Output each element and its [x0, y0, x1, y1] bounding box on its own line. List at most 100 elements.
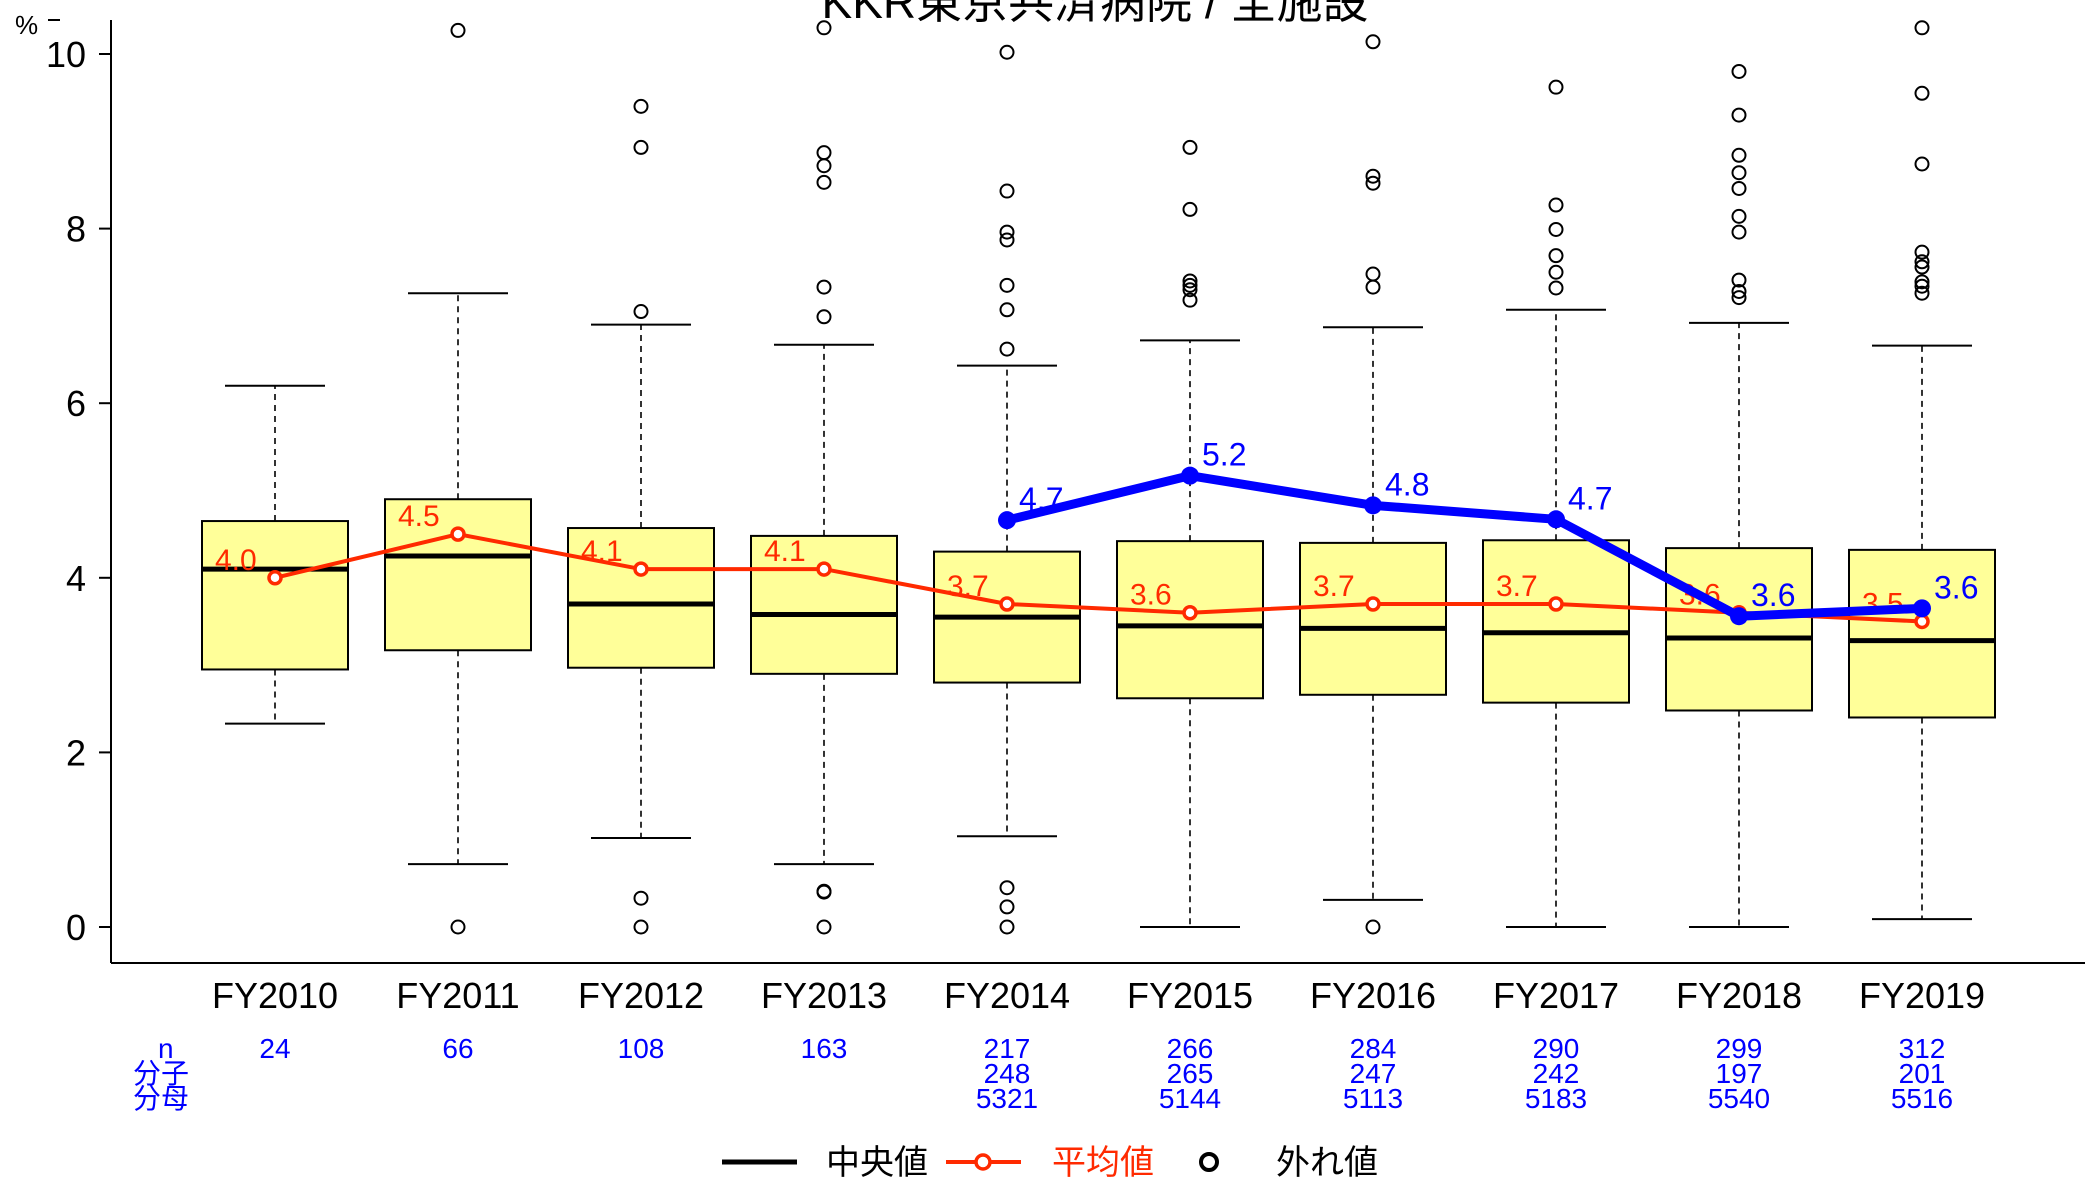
x-tick-label: FY2012 [578, 975, 704, 1016]
table-cell-denominator: 5321 [976, 1083, 1038, 1114]
outlier-point [1731, 272, 1747, 288]
outlier-point [1365, 279, 1381, 295]
box-fy2014 [933, 44, 1081, 935]
box-fy2019 [1848, 20, 1996, 921]
outlier-point [1914, 259, 1930, 275]
mean-data-label: 4.0 [215, 544, 257, 577]
outlier-point [1548, 264, 1564, 280]
box-body [1665, 547, 1813, 712]
legend-item-mean: 平均値 [946, 1144, 1154, 1181]
mean-point [1182, 604, 1198, 621]
table-cell-numerator: 197 [1716, 1058, 1763, 1089]
box-body [567, 527, 715, 669]
outlier-point [1731, 224, 1747, 240]
table-cell-n: 108 [618, 1033, 665, 1064]
y-tick-label: 10 [46, 34, 86, 75]
table-cell-n: 284 [1350, 1033, 1397, 1064]
table-row-label-denominator: 分母 [133, 1083, 189, 1114]
box-series [201, 20, 1996, 935]
axes: % 0 2 4 6 8 10 FY2010 FY2011 FY2012 FY2013 FY2014 FY… [15, 10, 2085, 1016]
outlier-point [816, 919, 832, 935]
legend-median-label: 中央値 [826, 1144, 928, 1181]
outlier-point [1365, 34, 1381, 50]
box-fy2015 [1116, 139, 1264, 928]
outlier-point [999, 341, 1015, 357]
table-row-label-n: n [158, 1033, 174, 1064]
mean-data-label: 4.1 [581, 535, 623, 568]
mean-data-label: 3.7 [1313, 570, 1355, 603]
table-cell-denominator: 5113 [1343, 1083, 1403, 1114]
series-hospital: 4.7 5.2 4.8 4.7 3.6 3.6 [998, 437, 1978, 626]
y-tick-label: 6 [66, 383, 86, 424]
mean-data-label: 3.6 [1130, 579, 1172, 612]
legend-outlier-marker [1199, 1152, 1219, 1172]
outlier-point [1731, 165, 1747, 181]
outlier-point [450, 22, 466, 38]
outlier-point [1365, 168, 1381, 184]
box-body [1299, 541, 1447, 696]
outlier-point [1914, 285, 1930, 301]
legend-item-median: 中央値 [722, 1144, 928, 1181]
outlier-point [1365, 266, 1381, 282]
y-tick-label: 0 [66, 907, 86, 948]
outlier-point [999, 919, 1015, 935]
mean-line [274, 532, 1923, 624]
outlier-point [1731, 107, 1747, 123]
outlier-point [816, 158, 832, 174]
outlier-point [1731, 208, 1747, 224]
outlier-point [1914, 244, 1930, 260]
outlier-point [999, 232, 1015, 248]
outlier-point [1548, 197, 1564, 213]
hospital-data-label: 5.2 [1202, 437, 1246, 473]
outlier-point [1914, 278, 1930, 294]
y-tick-label: 8 [66, 209, 86, 250]
outlier-point [999, 302, 1015, 318]
x-tick-label: FY2019 [1859, 975, 1985, 1016]
outlier-point [1548, 79, 1564, 95]
outlier-point [999, 44, 1015, 60]
table-cell-denominator: 5540 [1708, 1083, 1770, 1114]
hospital-point [1730, 607, 1748, 626]
table-row-label-numerator: 分子 [133, 1058, 189, 1089]
mean-data-label: 4.1 [764, 535, 806, 568]
outlier-point [1914, 254, 1930, 270]
outlier-point [1731, 290, 1747, 306]
y-tick-label: 2 [66, 732, 86, 773]
mean-point [1548, 596, 1564, 612]
chart-title-group: KKR東京共済病院 / 全施設 [822, 0, 1369, 28]
outlier-point [1914, 85, 1930, 101]
y-axis-label: % [15, 10, 38, 40]
hospital-data-label: 4.7 [1568, 480, 1612, 516]
box-fy2018 [1665, 63, 1813, 928]
x-tick-label: FY2015 [1127, 975, 1253, 1016]
box-fy2013 [750, 20, 898, 935]
mean-point [999, 596, 1015, 612]
outlier-point [999, 880, 1015, 896]
outlier-point [1548, 248, 1564, 264]
legend-outlier-label: 外れ値 [1276, 1144, 1378, 1181]
box-body [750, 534, 898, 675]
outlier-point [633, 98, 649, 114]
outlier-point [1914, 156, 1930, 172]
hospital-point [1547, 510, 1565, 529]
outlier-point [999, 183, 1015, 199]
hospital-point [1181, 466, 1199, 485]
hospital-line [1005, 471, 1923, 621]
outlier-point [1731, 63, 1747, 79]
hospital-data-label: 3.6 [1934, 569, 1978, 605]
outlier-point [816, 309, 832, 325]
box-body [201, 520, 349, 671]
y-tick-label: 4 [66, 558, 86, 599]
box-fy2016 [1299, 34, 1447, 935]
outlier-point [816, 883, 832, 899]
table-cell-n: 24 [259, 1033, 290, 1064]
table-cell-denominator: 5144 [1159, 1083, 1221, 1114]
legend-mean-label: 平均値 [1052, 1144, 1154, 1181]
outlier-point [1731, 283, 1747, 299]
table-cell-n: 66 [442, 1033, 473, 1064]
x-tick-label: FY2010 [212, 975, 338, 1016]
box-fy2012 [567, 98, 715, 935]
hospital-data-label: 3.6 [1751, 577, 1795, 613]
mean-point [633, 561, 649, 577]
outlier-point [1182, 292, 1198, 308]
